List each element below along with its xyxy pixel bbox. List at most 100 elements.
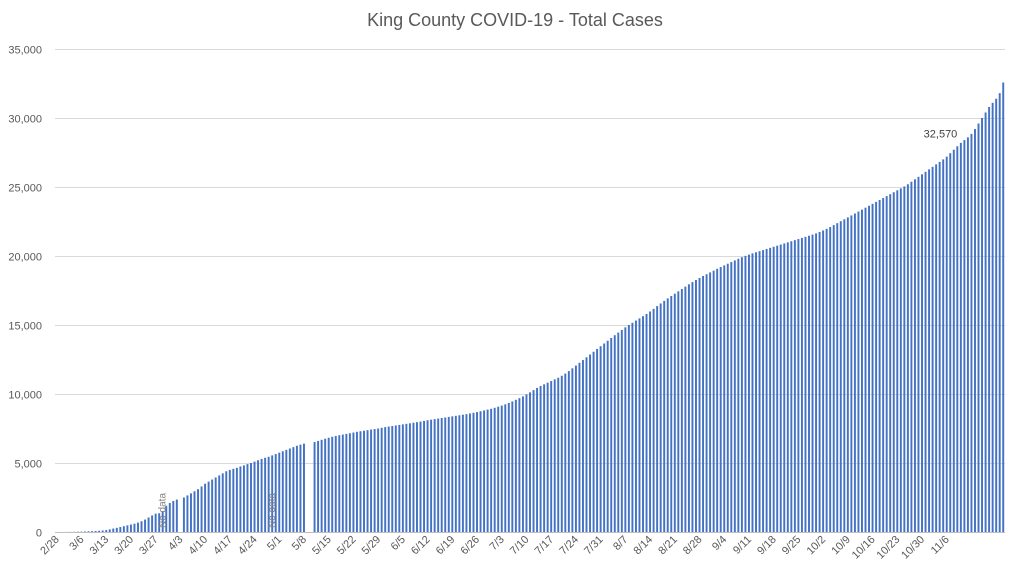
bar — [194, 491, 196, 532]
bar — [190, 493, 192, 532]
bar — [995, 99, 997, 532]
bar — [910, 182, 912, 532]
x-tick-label: 7/3 — [488, 534, 507, 553]
bar — [409, 423, 411, 532]
bar — [278, 453, 280, 532]
bar — [504, 404, 506, 532]
bar — [490, 409, 492, 532]
bar — [239, 466, 241, 532]
bar — [434, 419, 436, 532]
bar — [126, 525, 128, 532]
bar — [939, 162, 941, 532]
x-tick-label: 8/21 — [656, 534, 680, 558]
bar — [314, 442, 316, 532]
bar — [243, 465, 245, 532]
bar — [801, 238, 803, 532]
bar — [151, 515, 153, 532]
bar — [985, 112, 987, 532]
bar — [451, 416, 453, 532]
bar — [628, 325, 630, 532]
bar — [741, 257, 743, 532]
x-tick-label: 7/31 — [582, 534, 606, 558]
bar — [232, 469, 234, 532]
bar — [568, 371, 570, 532]
bar — [681, 289, 683, 532]
bar — [321, 440, 323, 532]
bar — [755, 252, 757, 532]
bar — [119, 527, 121, 532]
bar — [787, 242, 789, 532]
x-tick-label: 9/4 — [710, 534, 729, 553]
bar — [141, 521, 143, 532]
bar — [349, 433, 351, 532]
bar — [123, 526, 125, 532]
bar — [949, 153, 951, 532]
bar — [112, 529, 114, 532]
bar — [543, 384, 545, 532]
bar — [766, 249, 768, 532]
y-tick-label: 25,000 — [8, 183, 42, 195]
bar — [928, 169, 930, 532]
bar — [879, 200, 881, 532]
bar — [843, 219, 845, 532]
bar — [536, 388, 538, 532]
bar — [391, 426, 393, 532]
bar — [176, 500, 178, 532]
y-tick-label: 30,000 — [8, 114, 42, 126]
x-tick-label: 8/28 — [681, 534, 705, 558]
bar — [727, 264, 729, 532]
x-tick-label: 7/24 — [557, 534, 581, 558]
bar — [815, 233, 817, 532]
bar — [416, 422, 418, 532]
bar — [804, 237, 806, 532]
bar — [518, 398, 520, 532]
bar — [116, 528, 118, 532]
bar — [247, 464, 249, 532]
bar — [621, 330, 623, 532]
bar — [748, 255, 750, 532]
bar — [303, 444, 305, 532]
bar — [444, 417, 446, 532]
x-tick-label: 10/23 — [874, 534, 902, 562]
x-tick-label: 9/11 — [731, 534, 754, 557]
bar — [95, 531, 97, 532]
bar — [261, 459, 263, 532]
x-tick-label: 6/19 — [434, 534, 458, 558]
bar — [137, 523, 139, 532]
bar — [872, 204, 874, 532]
bar — [822, 230, 824, 532]
bar — [257, 460, 259, 532]
bar — [526, 394, 528, 532]
bar — [762, 250, 764, 532]
bar — [102, 530, 104, 532]
bar — [674, 294, 676, 532]
bar — [617, 333, 619, 532]
bar — [430, 420, 432, 532]
bar — [953, 150, 955, 532]
bar — [737, 259, 739, 532]
bar — [557, 378, 559, 532]
bar — [946, 157, 948, 532]
bar — [886, 196, 888, 532]
bar — [900, 188, 902, 532]
bar — [345, 434, 347, 532]
bar — [607, 341, 609, 532]
bar — [589, 355, 591, 532]
bar — [646, 314, 648, 532]
bar — [670, 296, 672, 532]
x-tick-label: 8/7 — [611, 534, 630, 553]
bar — [836, 223, 838, 532]
x-tick-label: 10/30 — [899, 534, 927, 562]
bar — [868, 206, 870, 532]
bar — [610, 338, 612, 532]
bar — [974, 129, 976, 532]
chart-title: King County COVID-19 - Total Cases — [0, 10, 1030, 31]
y-tick-label: 20,000 — [8, 252, 42, 264]
bar — [850, 215, 852, 532]
bar — [356, 432, 358, 532]
bar — [956, 146, 958, 532]
bar — [614, 335, 616, 532]
bar — [402, 424, 404, 532]
bar — [236, 468, 238, 532]
bar — [427, 420, 429, 532]
